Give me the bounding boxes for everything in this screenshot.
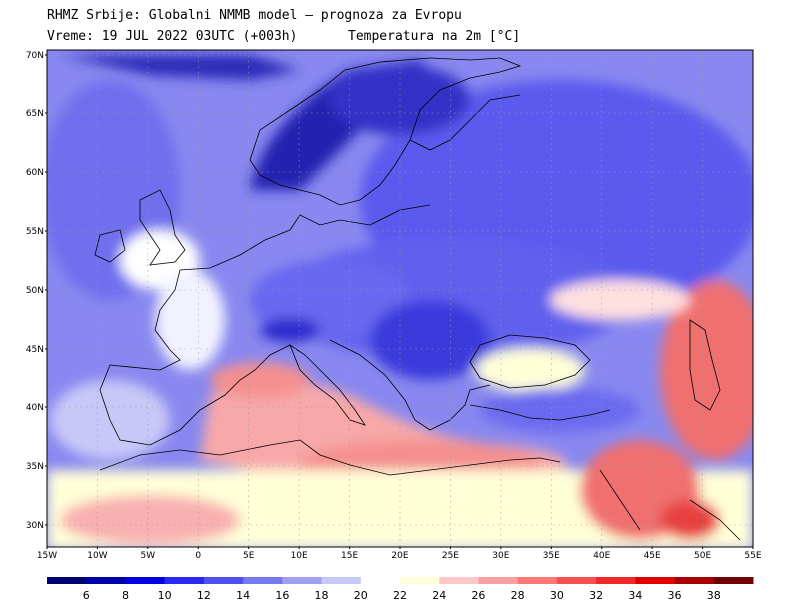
- colorbar-label: 16: [275, 589, 289, 600]
- colorbar-swatch: [556, 577, 597, 584]
- colorbar-swatch: [517, 577, 558, 584]
- lon-label-50E: 50E: [694, 551, 711, 561]
- variable-label: Temperatura na 2m [°C]: [348, 29, 521, 44]
- lon-label-5E: 5E: [243, 551, 255, 561]
- colorbar-label: 20: [354, 589, 368, 600]
- lat-label-35N: 35N: [26, 462, 44, 472]
- lon-label-25E: 25E: [442, 551, 459, 561]
- colorbar-swatch: [86, 577, 126, 584]
- colorbar-swatch: [674, 577, 715, 584]
- lat-label-30N: 30N: [26, 521, 44, 531]
- graticule: [47, 50, 753, 547]
- lat-label-55N: 55N: [26, 227, 44, 237]
- colorbar-label: 24: [432, 589, 446, 600]
- lon-label-35E: 35E: [543, 551, 560, 561]
- lon-label-30E: 30E: [492, 551, 509, 561]
- lon-label-45E: 45E: [644, 551, 661, 561]
- colorbar-label: 30: [550, 589, 564, 600]
- colorbar: 6 8 10 12 14 16 18 20 22 24 26 28 30 32 34 36 38: [47, 577, 754, 600]
- map-title: RHMZ Srbije: Globalni NMMB model — progn…: [47, 8, 462, 23]
- lon-label-10E: 10E: [291, 551, 308, 561]
- colorbar-swatch: [713, 577, 754, 584]
- colorbar-swatch: [635, 577, 676, 584]
- colorbar-swatch: [596, 577, 636, 584]
- colorbar-label: 32: [589, 589, 603, 600]
- lon-label-15W: 15W: [37, 551, 57, 561]
- lat-label-70N: 70N: [26, 51, 44, 61]
- latitude-labels: 70N 65N 60N 55N 50N 45N 40N 35N 30N: [26, 51, 47, 531]
- colorbar-label: 34: [628, 589, 642, 600]
- lon-label-40E: 40E: [593, 551, 610, 561]
- colorbar-label: 10: [158, 589, 172, 600]
- map-field: [47, 50, 753, 547]
- colorbar-label: 28: [511, 589, 525, 600]
- colorbar-label: 12: [197, 589, 211, 600]
- colorbar-swatch: [164, 577, 205, 584]
- coastlines: [94, 57, 741, 541]
- colorbar-label: 38: [707, 589, 721, 600]
- colorbar-swatch: [478, 577, 519, 584]
- colorbar-swatch: [203, 577, 244, 584]
- colorbar-label: 22: [393, 589, 407, 600]
- colorbar-swatch: [243, 577, 283, 584]
- lon-label-5W: 5W: [141, 551, 156, 561]
- colorbar-label: 26: [471, 589, 485, 600]
- colorbar-swatch: [400, 577, 440, 584]
- colorbar-swatch: [125, 577, 166, 584]
- lon-label-0: 0: [195, 551, 201, 561]
- lon-label-20E: 20E: [391, 551, 408, 561]
- colorbar-swatch: [321, 577, 362, 584]
- colorbar-label: 8: [122, 589, 129, 600]
- lat-label-45N: 45N: [26, 345, 44, 355]
- colorbar-swatch: [282, 577, 323, 584]
- colorbar-swatch: [47, 577, 87, 584]
- lat-label-40N: 40N: [26, 403, 44, 413]
- lat-label-50N: 50N: [26, 286, 44, 296]
- lon-label-10W: 10W: [87, 551, 107, 561]
- forecast-time: Vreme: 19 JUL 2022 03UTC (+003h): [47, 29, 298, 44]
- colorbar-label: 36: [668, 589, 682, 600]
- longitude-labels: 15W 10W 5W 0 5E 10E 15E 20E 25E 30E 35E 40E 45E 50E 55…: [37, 547, 762, 561]
- lon-label-15E: 15E: [341, 551, 358, 561]
- colorbar-label: 18: [315, 589, 329, 600]
- colorbar-swatch: [439, 577, 479, 584]
- lat-label-60N: 60N: [26, 168, 44, 178]
- colorbar-swatch: [360, 577, 401, 584]
- colorbar-label: 14: [236, 589, 250, 600]
- colorbar-label: 6: [83, 589, 90, 600]
- lat-label-65N: 65N: [26, 109, 44, 119]
- lon-label-55E: 55E: [744, 551, 761, 561]
